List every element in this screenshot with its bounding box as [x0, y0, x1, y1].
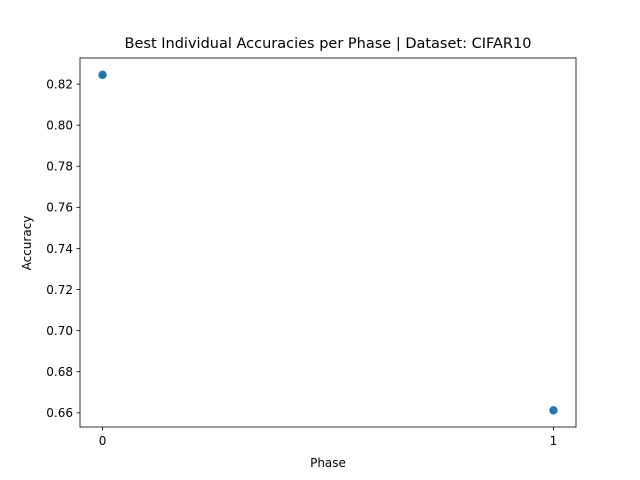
- y-tick-label: 0.70: [46, 324, 73, 338]
- y-tick-label: 0.78: [46, 160, 73, 174]
- plot-area: 0.66 0.68 0.70 0.72 0.74 0.76 0.78 0.80 0.82 0 1: [46, 57, 577, 448]
- y-tick-label: 0.76: [46, 201, 73, 215]
- axes-frame: [79, 57, 577, 428]
- y-tick-label: 0.66: [46, 406, 73, 420]
- x-axis-label: Phase: [310, 456, 346, 470]
- y-tick-label: 0.80: [46, 118, 73, 132]
- y-tick-label: 0.82: [46, 77, 73, 91]
- y-tick-label: 0.74: [46, 242, 73, 256]
- chart-title: Best Individual Accuracies per Phase | D…: [125, 36, 532, 52]
- data-point: [98, 70, 107, 80]
- data-point: [549, 406, 558, 415]
- y-tick-label: 0.72: [46, 283, 73, 297]
- x-tick-label: 1: [550, 434, 558, 448]
- x-tick-label: 0: [99, 434, 107, 448]
- y-axis-label: Accuracy: [20, 216, 34, 271]
- y-tick-label: 0.68: [46, 365, 73, 379]
